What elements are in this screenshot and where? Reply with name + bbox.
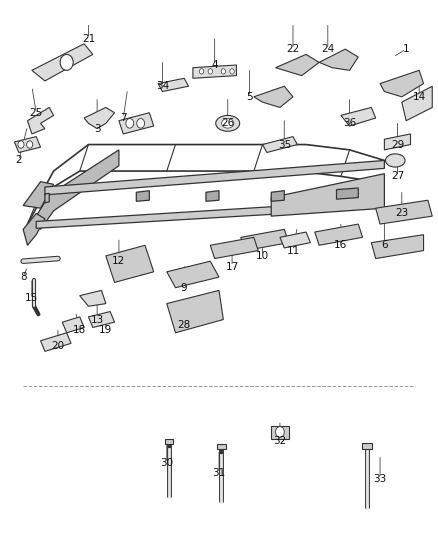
Text: 25: 25 (30, 108, 43, 118)
Text: 11: 11 (286, 246, 300, 256)
Polygon shape (41, 333, 71, 351)
Circle shape (60, 54, 73, 70)
Circle shape (221, 69, 226, 74)
Text: 19: 19 (99, 325, 113, 335)
Polygon shape (380, 70, 424, 97)
Polygon shape (241, 229, 289, 251)
Polygon shape (280, 232, 311, 248)
Text: 1: 1 (403, 44, 410, 54)
Polygon shape (23, 214, 45, 245)
Text: 15: 15 (25, 293, 39, 303)
Polygon shape (276, 54, 319, 76)
Text: 12: 12 (112, 256, 126, 266)
Text: 8: 8 (20, 272, 26, 282)
Polygon shape (36, 200, 376, 228)
Text: 3: 3 (94, 124, 100, 134)
Text: 21: 21 (82, 34, 95, 44)
Text: 17: 17 (226, 262, 239, 271)
Circle shape (199, 69, 204, 74)
Text: 26: 26 (221, 118, 234, 128)
Polygon shape (262, 136, 297, 152)
Text: 34: 34 (156, 81, 169, 91)
Polygon shape (36, 150, 119, 229)
Ellipse shape (385, 154, 405, 167)
Polygon shape (23, 182, 53, 208)
Circle shape (230, 69, 234, 74)
Polygon shape (271, 174, 385, 216)
Text: 31: 31 (212, 469, 226, 478)
Circle shape (18, 141, 24, 148)
Text: 2: 2 (15, 156, 22, 165)
Polygon shape (271, 191, 284, 201)
Polygon shape (319, 49, 358, 70)
Polygon shape (62, 317, 84, 333)
Text: 29: 29 (391, 140, 404, 150)
Polygon shape (167, 290, 223, 333)
Polygon shape (315, 224, 363, 245)
Polygon shape (254, 86, 293, 108)
Polygon shape (119, 113, 154, 134)
Polygon shape (206, 191, 219, 201)
Polygon shape (402, 86, 432, 120)
Polygon shape (165, 439, 173, 444)
Text: 32: 32 (273, 437, 286, 447)
Circle shape (276, 426, 284, 437)
Polygon shape (362, 442, 372, 449)
Text: 7: 7 (120, 113, 127, 123)
Text: 4: 4 (212, 60, 218, 70)
Polygon shape (336, 188, 358, 199)
Polygon shape (106, 245, 154, 282)
Polygon shape (158, 78, 188, 92)
Polygon shape (14, 136, 41, 152)
Polygon shape (193, 65, 237, 78)
Circle shape (27, 141, 33, 148)
Polygon shape (341, 108, 376, 126)
Text: 33: 33 (374, 474, 387, 483)
Text: 5: 5 (246, 92, 253, 102)
Polygon shape (271, 425, 289, 439)
Circle shape (137, 118, 145, 128)
Polygon shape (217, 444, 226, 449)
Polygon shape (167, 261, 219, 288)
Text: 20: 20 (51, 341, 64, 351)
Text: 27: 27 (391, 172, 404, 181)
Text: 30: 30 (160, 458, 173, 467)
Text: 9: 9 (181, 282, 187, 293)
Polygon shape (371, 235, 424, 259)
Text: 36: 36 (343, 118, 356, 128)
Text: 10: 10 (256, 251, 269, 261)
Polygon shape (28, 108, 53, 134)
Polygon shape (210, 237, 258, 259)
Circle shape (126, 118, 134, 128)
Text: 35: 35 (278, 140, 291, 150)
Text: 18: 18 (73, 325, 86, 335)
Polygon shape (385, 134, 410, 150)
Ellipse shape (216, 115, 240, 131)
Circle shape (208, 69, 212, 74)
Text: 28: 28 (177, 320, 191, 330)
Polygon shape (80, 290, 106, 306)
Polygon shape (84, 108, 115, 128)
Polygon shape (136, 191, 149, 201)
Polygon shape (45, 193, 49, 203)
Text: 14: 14 (413, 92, 426, 102)
Polygon shape (88, 312, 115, 327)
Text: 6: 6 (381, 240, 388, 251)
Text: 22: 22 (286, 44, 300, 54)
Text: 23: 23 (395, 208, 408, 219)
Polygon shape (376, 200, 432, 224)
Polygon shape (32, 44, 93, 81)
Ellipse shape (222, 118, 234, 128)
Text: 24: 24 (321, 44, 335, 54)
Polygon shape (45, 160, 385, 195)
Text: 16: 16 (334, 240, 347, 251)
Text: 13: 13 (91, 314, 104, 325)
